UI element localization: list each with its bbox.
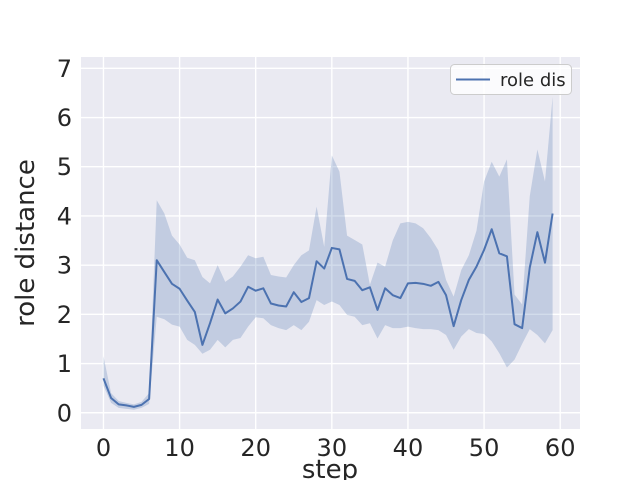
x-tick-label: 20 bbox=[240, 434, 271, 462]
mean-line bbox=[102, 213, 554, 408]
y-tick-label: 1 bbox=[57, 350, 72, 378]
x-tick-label: 40 bbox=[393, 434, 424, 462]
legend-label: role dis bbox=[500, 70, 566, 91]
x-tick-label: 0 bbox=[96, 434, 111, 462]
confidence-band-area bbox=[103, 96, 553, 410]
x-tick-label: 60 bbox=[545, 434, 576, 462]
mean-line-path bbox=[102, 213, 554, 408]
y-tick-label: 4 bbox=[57, 202, 72, 230]
legend-box bbox=[450, 64, 572, 95]
y-tick-label: 3 bbox=[57, 252, 72, 280]
y-tick-label: 7 bbox=[57, 55, 72, 83]
y-tick-label: 6 bbox=[57, 104, 72, 132]
legend: role dis bbox=[450, 64, 572, 95]
x-tick-label: 30 bbox=[317, 434, 348, 462]
y-tick-label: 0 bbox=[57, 399, 72, 427]
x-tick-label: 10 bbox=[164, 434, 195, 462]
y-tick-label: 5 bbox=[57, 153, 72, 181]
x-axis-label: step bbox=[302, 455, 358, 480]
y-tick-labels: 0 1 2 3 4 5 6 7 bbox=[57, 55, 72, 427]
gridlines bbox=[81, 57, 580, 429]
x-tick-labels: 0 10 20 30 40 50 60 bbox=[96, 434, 576, 462]
y-tick-label: 2 bbox=[57, 301, 72, 329]
y-axis-label: role distance bbox=[11, 159, 41, 327]
x-tick-label: 50 bbox=[469, 434, 500, 462]
confidence-band bbox=[103, 96, 553, 410]
